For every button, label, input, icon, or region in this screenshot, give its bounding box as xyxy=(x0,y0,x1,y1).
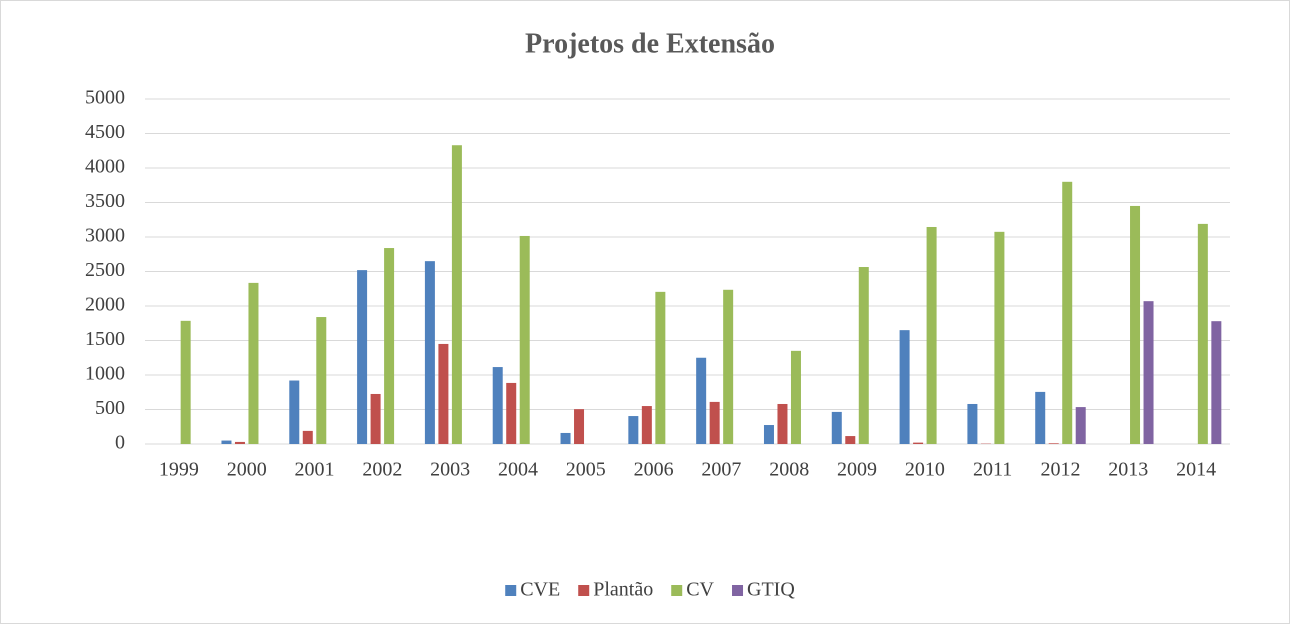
bar xyxy=(452,145,462,444)
bar xyxy=(574,409,584,444)
bar xyxy=(777,404,787,444)
bar xyxy=(859,267,869,444)
chart-title: Projetos de Extensão xyxy=(525,28,775,59)
bar xyxy=(316,317,326,444)
legend-swatch xyxy=(505,585,516,596)
x-tick-label: 2007 xyxy=(701,459,741,481)
x-tick-label: 2008 xyxy=(769,459,809,481)
bar xyxy=(384,248,394,444)
x-tick-label: 2000 xyxy=(227,459,267,481)
bar xyxy=(655,292,665,444)
bar xyxy=(628,416,638,444)
bar xyxy=(289,381,299,444)
bar xyxy=(967,404,977,444)
bar xyxy=(1144,301,1154,444)
x-tick-label: 2004 xyxy=(498,459,538,481)
y-tick-label: 3500 xyxy=(85,190,125,212)
bar xyxy=(303,431,313,444)
y-tick-label: 500 xyxy=(95,397,125,419)
x-tick-label: 2009 xyxy=(837,459,877,481)
bar xyxy=(696,358,706,444)
y-tick-label: 3000 xyxy=(85,225,125,247)
x-tick-label: 2012 xyxy=(1040,459,1080,481)
legend-swatch xyxy=(671,585,682,596)
bar xyxy=(791,351,801,444)
x-tick-label: 2005 xyxy=(566,459,606,481)
x-tick-label: 2010 xyxy=(905,459,945,481)
y-tick-label: 2500 xyxy=(85,259,125,281)
bar xyxy=(438,344,448,444)
bar xyxy=(1198,224,1208,444)
bar xyxy=(710,402,720,444)
legend-label: Plantão xyxy=(593,579,653,601)
bar xyxy=(181,321,191,444)
bar xyxy=(506,383,516,444)
y-tick-label: 4500 xyxy=(85,121,125,143)
x-tick-label: 2003 xyxy=(430,459,470,481)
bar xyxy=(1049,443,1059,444)
bar xyxy=(845,436,855,444)
legend-label: GTIQ xyxy=(747,579,795,601)
x-tick-label: 2013 xyxy=(1108,459,1148,481)
bar xyxy=(764,425,774,444)
bar xyxy=(371,394,381,444)
bar xyxy=(723,290,733,444)
bar xyxy=(235,442,245,444)
bar xyxy=(248,283,258,444)
y-tick-label: 2000 xyxy=(85,294,125,316)
bar xyxy=(1211,321,1221,444)
legend-swatch xyxy=(732,585,743,596)
bar xyxy=(1035,392,1045,444)
bar xyxy=(832,412,842,444)
bar xyxy=(1076,407,1086,444)
bar xyxy=(357,270,367,444)
y-tick-label: 1000 xyxy=(85,363,125,385)
bar xyxy=(425,261,435,444)
bar xyxy=(1130,206,1140,444)
x-tick-label: 1999 xyxy=(159,459,199,481)
legend-label: CV xyxy=(686,579,714,601)
bar xyxy=(1062,182,1072,444)
y-tick-label: 4000 xyxy=(85,156,125,178)
y-tick-label: 5000 xyxy=(85,87,125,109)
x-tick-label: 2006 xyxy=(634,459,674,481)
legend-swatch xyxy=(578,585,589,596)
bar xyxy=(520,236,530,444)
bar xyxy=(561,433,571,444)
x-tick-label: 2011 xyxy=(973,459,1012,481)
x-tick-label: 2001 xyxy=(295,459,335,481)
x-tick-label: 2002 xyxy=(362,459,402,481)
bar xyxy=(221,441,231,444)
x-tick-label: 2014 xyxy=(1176,459,1216,481)
bar xyxy=(913,443,923,444)
bar xyxy=(642,406,652,444)
bar xyxy=(994,232,1004,444)
bar xyxy=(900,330,910,444)
y-tick-label: 0 xyxy=(115,432,125,454)
y-tick-label: 1500 xyxy=(85,328,125,350)
bar xyxy=(927,227,937,444)
bar xyxy=(493,367,503,444)
legend-label: CVE xyxy=(520,579,560,601)
